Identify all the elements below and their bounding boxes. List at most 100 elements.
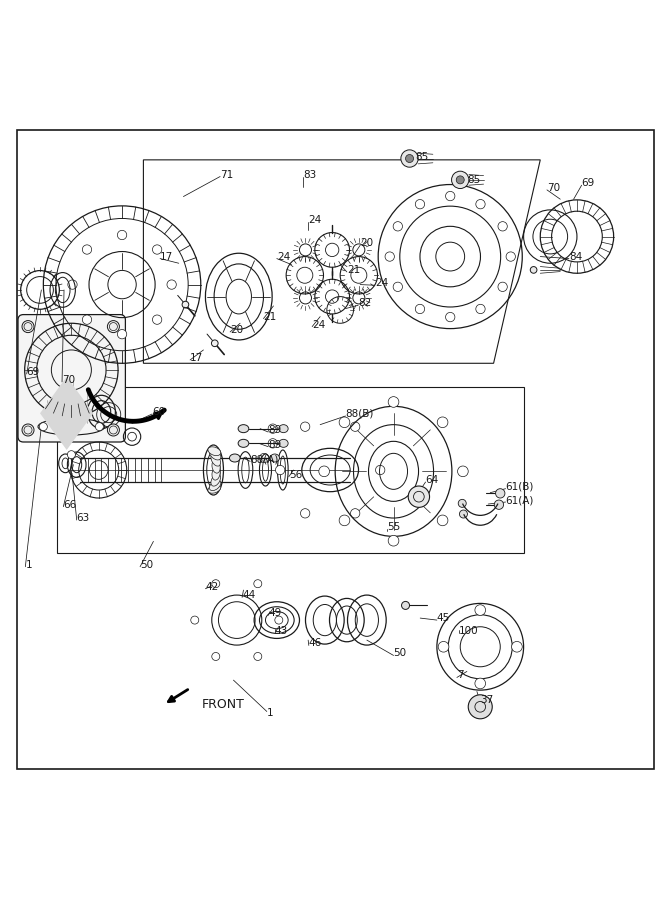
Text: 17: 17 [160, 252, 173, 262]
Text: 84: 84 [569, 252, 582, 262]
Circle shape [67, 451, 75, 459]
Text: 66: 66 [63, 500, 77, 509]
Text: 88(B): 88(B) [346, 409, 374, 419]
Ellipse shape [211, 474, 221, 486]
Ellipse shape [208, 446, 221, 455]
Ellipse shape [208, 484, 221, 493]
Ellipse shape [209, 449, 221, 460]
Circle shape [416, 304, 425, 313]
Ellipse shape [182, 302, 189, 308]
Ellipse shape [107, 424, 119, 436]
Text: 17: 17 [190, 353, 203, 363]
Text: 71: 71 [220, 169, 233, 179]
Ellipse shape [530, 266, 537, 274]
Text: 85: 85 [467, 175, 480, 184]
Circle shape [476, 200, 485, 209]
Circle shape [476, 304, 485, 313]
Circle shape [211, 652, 219, 661]
Text: 83: 83 [303, 169, 317, 179]
Ellipse shape [212, 460, 220, 473]
Text: 50: 50 [394, 648, 407, 659]
Circle shape [117, 230, 127, 239]
Text: 49: 49 [268, 608, 281, 618]
Text: 24: 24 [308, 215, 321, 225]
Text: 60: 60 [152, 407, 165, 417]
Circle shape [475, 605, 486, 616]
Circle shape [406, 155, 414, 163]
Polygon shape [40, 376, 93, 450]
Circle shape [388, 536, 399, 546]
Ellipse shape [494, 500, 504, 509]
Circle shape [301, 422, 309, 431]
Circle shape [319, 466, 329, 477]
Circle shape [446, 312, 455, 321]
Circle shape [446, 192, 455, 201]
Text: 24: 24 [312, 320, 325, 329]
Ellipse shape [402, 601, 410, 609]
Circle shape [460, 510, 468, 518]
Circle shape [468, 695, 492, 719]
Text: 7: 7 [457, 670, 464, 680]
Text: 89: 89 [268, 440, 281, 450]
Circle shape [401, 149, 418, 167]
Text: 61(A): 61(A) [506, 495, 534, 505]
Circle shape [438, 642, 449, 652]
Circle shape [117, 329, 127, 338]
Text: 100: 100 [459, 626, 478, 636]
Text: 50: 50 [140, 560, 153, 570]
FancyBboxPatch shape [18, 315, 125, 442]
Text: 1: 1 [25, 560, 32, 570]
Text: FRONT: FRONT [201, 698, 244, 711]
Circle shape [253, 652, 261, 661]
Text: 70: 70 [547, 183, 560, 193]
Text: 63: 63 [77, 513, 90, 523]
Circle shape [393, 283, 402, 292]
Ellipse shape [22, 424, 34, 436]
Circle shape [438, 417, 448, 428]
Text: 69: 69 [582, 178, 595, 188]
Ellipse shape [496, 489, 505, 498]
Circle shape [475, 678, 486, 688]
Circle shape [95, 423, 103, 431]
Circle shape [153, 315, 162, 324]
Ellipse shape [229, 454, 240, 462]
Text: 1: 1 [267, 708, 273, 718]
Circle shape [351, 422, 360, 431]
Circle shape [191, 616, 199, 624]
Circle shape [275, 465, 285, 474]
Circle shape [253, 580, 261, 588]
Circle shape [275, 616, 283, 624]
Ellipse shape [238, 439, 249, 447]
Ellipse shape [238, 425, 249, 433]
Text: 88(A): 88(A) [250, 454, 279, 464]
Text: 82: 82 [358, 298, 372, 309]
Text: 43: 43 [275, 626, 288, 636]
Circle shape [506, 252, 516, 261]
Text: 24: 24 [277, 252, 290, 262]
Circle shape [393, 221, 402, 231]
Circle shape [438, 515, 448, 526]
Circle shape [512, 642, 522, 652]
Circle shape [339, 515, 350, 526]
Ellipse shape [279, 425, 288, 433]
Ellipse shape [270, 454, 279, 462]
Circle shape [153, 245, 162, 254]
Circle shape [167, 280, 176, 289]
Circle shape [458, 500, 466, 508]
Text: 45: 45 [437, 613, 450, 623]
Text: 85: 85 [415, 151, 428, 161]
Text: 56: 56 [289, 470, 302, 480]
Circle shape [82, 315, 91, 324]
Ellipse shape [211, 454, 221, 466]
Ellipse shape [22, 320, 34, 333]
Ellipse shape [209, 480, 221, 491]
Text: 44: 44 [242, 590, 255, 600]
Text: 69: 69 [27, 367, 40, 377]
Text: 21: 21 [347, 265, 360, 274]
Text: 55: 55 [387, 522, 400, 532]
Ellipse shape [107, 320, 119, 333]
Text: 46: 46 [309, 638, 322, 648]
Text: 61(B): 61(B) [506, 482, 534, 491]
Text: 37: 37 [480, 695, 494, 705]
Circle shape [82, 245, 91, 254]
